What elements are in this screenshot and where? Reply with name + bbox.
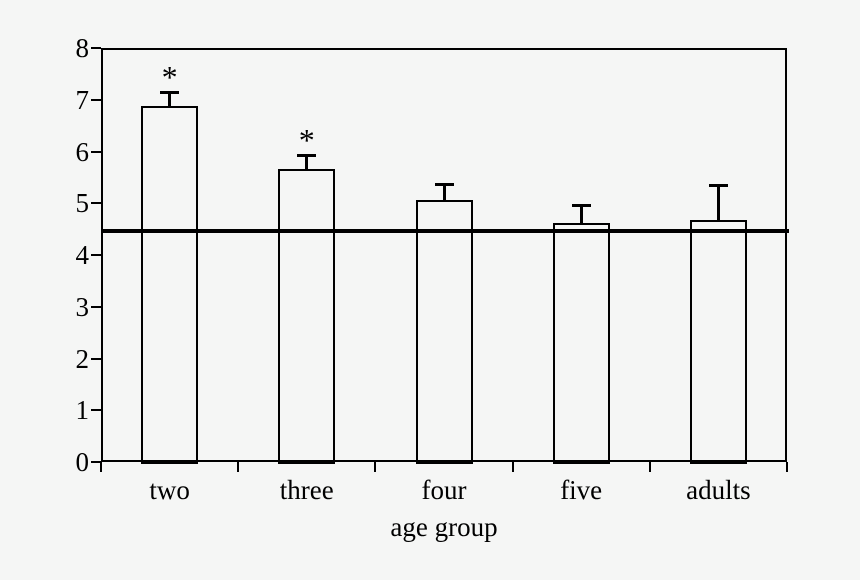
x-tick-mark [786,462,788,472]
x-axis-title: age group [390,512,498,542]
y-tick-mark [91,461,101,463]
error-bar-cap [571,204,591,208]
y-tick-mark [91,305,101,308]
y-tick-mark [91,47,101,49]
y-tick-label: 4 [75,240,90,270]
y-tick-label: 5 [75,188,90,219]
bar [415,199,473,464]
bar [278,168,336,464]
y-tick-mark [91,357,101,360]
y-tick-label: 8 [75,33,90,63]
x-tick-label: five [560,475,603,505]
error-bar-cap [160,90,180,94]
error-bar-stem [716,185,720,220]
y-tick-label: 0 [75,447,90,477]
y-tick-label: 7 [75,84,90,115]
x-tick-mark [374,462,377,472]
y-tick-mark [91,150,101,153]
x-tick-label: two [149,475,190,505]
y-tick-label: 3 [75,291,90,322]
x-tick-mark [100,462,102,472]
error-bar-stem [442,184,446,200]
significance-asterisk: * [298,121,315,158]
error-bar-stem [579,206,583,223]
x-tick-mark [648,462,651,472]
y-tick-label: 1 [75,395,90,426]
y-tick-label: 2 [75,343,90,374]
y-tick-label: 6 [75,136,90,167]
x-tick-mark [511,462,514,472]
y-tick-mark [91,254,101,256]
x-tick-label: adults [686,475,751,505]
bar [689,219,747,464]
bar [552,222,610,464]
error-bar-stem [305,155,309,169]
y-tick-mark [91,98,101,101]
error-bar-cap [297,153,317,157]
bar [141,105,199,464]
error-bar-cap [434,182,454,186]
error-bar-cap [708,183,728,187]
x-tick-label: three [279,475,334,505]
x-tick-mark [237,462,240,472]
significance-asterisk: * [161,58,178,95]
plot-frame [101,48,787,462]
y-tick-mark [91,202,101,205]
y-tick-mark [91,409,101,412]
error-bar-stem [168,92,172,106]
reference-line [101,229,789,234]
x-tick-label: four [421,475,467,505]
